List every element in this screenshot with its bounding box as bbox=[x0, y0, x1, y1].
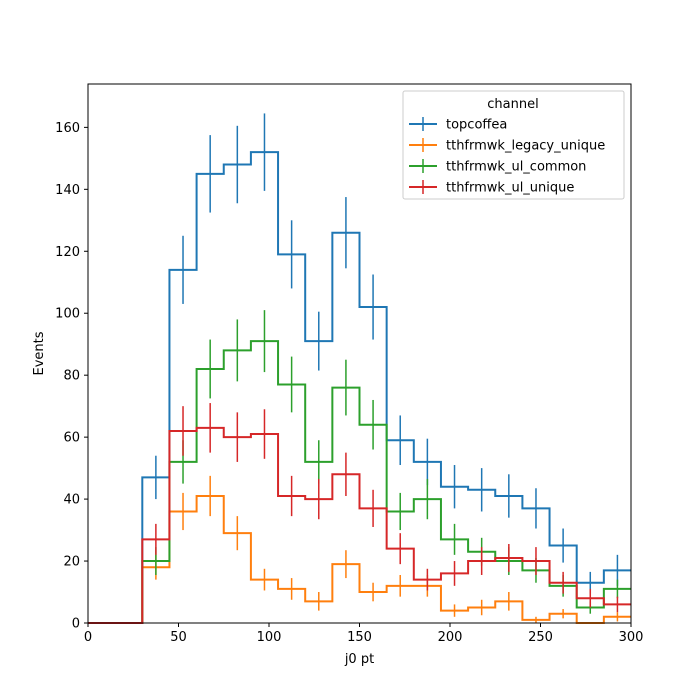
y-tick-label: 160 bbox=[55, 121, 80, 136]
y-tick-label: 0 bbox=[72, 617, 80, 632]
y-tick-label: 20 bbox=[63, 555, 80, 570]
x-tick-label: 300 bbox=[619, 630, 644, 645]
y-tick-label: 120 bbox=[55, 245, 80, 260]
series-layer bbox=[88, 113, 631, 624]
step-line bbox=[88, 151, 631, 624]
step-line bbox=[88, 426, 631, 624]
y-tick-label: 140 bbox=[55, 183, 80, 198]
x-axis: 0 50 100 150 200 250 300 bbox=[84, 623, 644, 645]
legend-label: tthfrmwk_legacy_unique bbox=[446, 139, 605, 154]
y-tick-label: 80 bbox=[63, 369, 80, 384]
y-tick-label: 100 bbox=[55, 307, 80, 322]
legend-entry: tthfrmwk_ul_unique bbox=[409, 180, 574, 196]
x-tick-label: 100 bbox=[257, 630, 282, 645]
series-tthfrmwk_legacy_unique bbox=[88, 475, 631, 624]
y-tick-label: 60 bbox=[63, 431, 80, 446]
legend-entry: tthfrmwk_ul_common bbox=[409, 159, 586, 175]
legend-label: tthfrmwk_ul_common bbox=[446, 160, 586, 175]
x-tick-label: 150 bbox=[347, 630, 372, 645]
legend-label: topcoffea bbox=[446, 118, 507, 133]
y-axis: 0 20 40 60 80 100 120 140 160 bbox=[55, 121, 88, 632]
legend-box bbox=[402, 90, 625, 200]
legend-entries: topcoffea tthfrmwk_legacy_unique tthfrmwk_… bbox=[409, 117, 605, 196]
legend-entry: tthfrmwk_legacy_unique bbox=[409, 138, 605, 154]
legend: channel topcoffeatthfrmwk_legacy_uniquet… bbox=[402, 90, 625, 200]
step-line bbox=[88, 494, 631, 624]
legend-label: tthfrmwk_ul_unique bbox=[446, 181, 574, 196]
y-tick-label: 40 bbox=[63, 493, 80, 508]
x-axis-label: j0 pt bbox=[344, 652, 374, 667]
x-tick-label: 0 bbox=[84, 630, 92, 645]
x-tick-label: 50 bbox=[170, 630, 187, 645]
series-topcoffea bbox=[88, 113, 631, 624]
legend-entry: topcoffea bbox=[409, 117, 507, 133]
series-tthfrmwk_ul_unique bbox=[88, 403, 631, 624]
x-tick-label: 250 bbox=[528, 630, 553, 645]
y-axis-label: Events bbox=[32, 331, 47, 375]
legend-title: channel bbox=[487, 97, 538, 112]
x-tick-label: 200 bbox=[438, 630, 463, 645]
